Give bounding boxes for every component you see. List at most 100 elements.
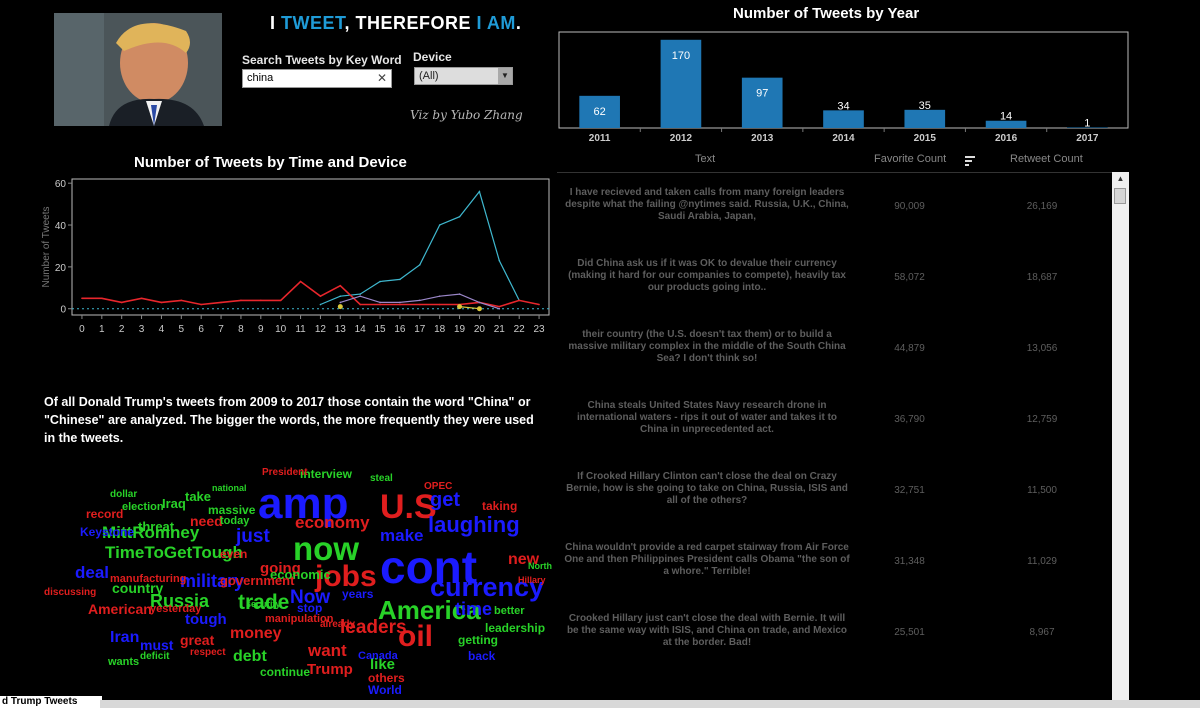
word-cloud-term[interactable]: great bbox=[180, 632, 215, 648]
word-cloud-term[interactable]: debt bbox=[233, 648, 267, 665]
word-cloud-term[interactable]: tough bbox=[185, 611, 227, 628]
year-bar[interactable] bbox=[985, 120, 1027, 128]
word-cloud-term[interactable]: back bbox=[468, 649, 496, 663]
table-row[interactable]: Crooked Hillary just can't close the dea… bbox=[557, 613, 1112, 684]
word-cloud-term[interactable]: want bbox=[308, 641, 347, 660]
word-cloud-term[interactable]: trade bbox=[238, 591, 290, 614]
series-point[interactable] bbox=[438, 224, 441, 226]
sort-icon[interactable] bbox=[965, 155, 976, 166]
table-row[interactable]: If Crooked Hillary Clinton can't close t… bbox=[557, 471, 1112, 542]
word-cloud-term[interactable]: currency bbox=[430, 572, 545, 602]
series-point[interactable] bbox=[399, 301, 401, 304]
word-cloud-term[interactable]: country bbox=[112, 580, 164, 596]
word-cloud-term[interactable]: must bbox=[140, 637, 174, 653]
series-point[interactable] bbox=[419, 263, 421, 266]
series-point[interactable] bbox=[279, 299, 282, 302]
year-bar[interactable] bbox=[660, 39, 702, 128]
series-point[interactable] bbox=[457, 304, 463, 310]
table-row[interactable]: their country (the U.S. doesn't tax them… bbox=[557, 329, 1112, 400]
series-point[interactable] bbox=[101, 297, 103, 300]
word-cloud-term[interactable]: OPEC bbox=[424, 481, 453, 492]
series-point[interactable] bbox=[359, 303, 361, 306]
year-bar[interactable] bbox=[904, 109, 946, 128]
series-point[interactable] bbox=[399, 278, 401, 281]
table-row[interactable]: China steals United States Navy research… bbox=[557, 400, 1112, 471]
clear-icon[interactable]: ✕ bbox=[376, 71, 387, 85]
bottom-scrollbar[interactable] bbox=[100, 700, 1200, 708]
word-cloud-term[interactable]: now bbox=[293, 530, 359, 567]
word-cloud-term[interactable]: government bbox=[220, 573, 295, 588]
word-cloud-term[interactable]: take bbox=[185, 489, 212, 504]
sheet-tab[interactable]: d Trump Tweets bbox=[0, 696, 102, 708]
device-select[interactable]: (All) ▼ bbox=[414, 67, 513, 85]
search-input[interactable]: china ✕ bbox=[242, 69, 392, 88]
series-point[interactable] bbox=[339, 284, 342, 287]
word-cloud-term[interactable]: threat bbox=[138, 519, 175, 534]
word-cloud-term[interactable]: oil bbox=[398, 620, 433, 653]
word-cloud-term[interactable]: national bbox=[212, 483, 247, 493]
series-point[interactable] bbox=[379, 301, 381, 304]
series-point[interactable] bbox=[478, 301, 481, 304]
word-cloud-term[interactable]: American bbox=[88, 601, 152, 617]
header-text[interactable]: Text bbox=[695, 153, 716, 165]
word-cloud-term[interactable]: discussing bbox=[44, 587, 97, 598]
series-point[interactable] bbox=[260, 299, 262, 302]
word-cloud-term[interactable]: Trump bbox=[307, 661, 353, 678]
series-line[interactable] bbox=[81, 280, 540, 308]
series-point[interactable] bbox=[240, 299, 242, 302]
word-cloud-term[interactable]: record bbox=[86, 507, 124, 521]
word-cloud-term[interactable]: manufacturing bbox=[110, 573, 187, 585]
word-cloud-term[interactable]: like bbox=[370, 656, 396, 673]
word-cloud-term[interactable]: deal bbox=[75, 563, 110, 582]
series-line[interactable] bbox=[340, 293, 500, 310]
series-point[interactable] bbox=[498, 305, 501, 308]
year-bar[interactable] bbox=[823, 110, 864, 128]
header-favorite-count[interactable]: Favorite Count bbox=[874, 153, 947, 165]
word-cloud-term[interactable]: already bbox=[320, 619, 356, 630]
series-point[interactable] bbox=[359, 295, 361, 297]
word-cloud-term[interactable]: economy bbox=[295, 513, 370, 532]
series-point[interactable] bbox=[337, 304, 343, 310]
word-cloud-term[interactable]: stop bbox=[297, 601, 323, 615]
word-cloud-term[interactable]: U.S bbox=[380, 488, 437, 526]
word-cloud-term[interactable]: Iraq bbox=[162, 496, 186, 511]
word-cloud-term[interactable]: leadership bbox=[485, 621, 546, 635]
word-cloud-term[interactable]: dollar bbox=[110, 489, 138, 500]
word-cloud-term[interactable]: time bbox=[455, 599, 493, 619]
series-point[interactable] bbox=[438, 303, 441, 306]
series-point[interactable] bbox=[419, 303, 421, 306]
table-row[interactable]: Did China ask us if it was OK to devalue… bbox=[557, 258, 1112, 329]
word-cloud-term[interactable]: Canada bbox=[358, 650, 398, 662]
word-cloud-term[interactable]: jobs bbox=[315, 560, 377, 593]
vertical-scrollbar[interactable]: ▲ bbox=[1112, 172, 1129, 700]
word-cloud-term[interactable]: yesterday bbox=[150, 603, 202, 615]
word-cloud-term[interactable]: deficit bbox=[140, 651, 170, 662]
word-cloud-term[interactable]: Keystone bbox=[80, 525, 135, 539]
series-point[interactable] bbox=[200, 303, 202, 306]
word-cloud-term[interactable]: respect bbox=[190, 647, 226, 658]
series-point[interactable] bbox=[319, 303, 322, 306]
word-cloud-term[interactable]: Iran bbox=[110, 629, 140, 646]
series-point[interactable] bbox=[220, 301, 222, 304]
word-cloud-term[interactable]: security bbox=[246, 599, 281, 609]
word-cloud-term[interactable]: steal bbox=[370, 473, 393, 484]
series-line[interactable] bbox=[320, 190, 520, 306]
year-bar[interactable] bbox=[579, 95, 620, 128]
word-cloud-term[interactable]: continue bbox=[260, 665, 310, 679]
scroll-thumb[interactable] bbox=[1114, 188, 1126, 204]
series-point[interactable] bbox=[120, 301, 123, 304]
series-point[interactable] bbox=[476, 306, 482, 312]
word-cloud-term[interactable]: election bbox=[122, 501, 164, 513]
word-cloud-term[interactable]: North bbox=[528, 561, 552, 571]
word-cloud-term[interactable]: cont bbox=[380, 541, 478, 593]
scroll-up-icon[interactable]: ▲ bbox=[1116, 174, 1125, 183]
word-cloud-term[interactable]: Now bbox=[290, 587, 331, 608]
word-cloud-term[interactable]: America bbox=[378, 595, 481, 625]
series-point[interactable] bbox=[299, 280, 302, 283]
series-point[interactable] bbox=[478, 190, 481, 193]
series-point[interactable] bbox=[458, 215, 461, 218]
series-point[interactable] bbox=[518, 299, 520, 302]
word-cloud-term[interactable]: money bbox=[230, 625, 282, 642]
header-retweet-count[interactable]: Retweet Count bbox=[1010, 153, 1083, 165]
word-cloud-term[interactable]: amp bbox=[258, 479, 349, 528]
